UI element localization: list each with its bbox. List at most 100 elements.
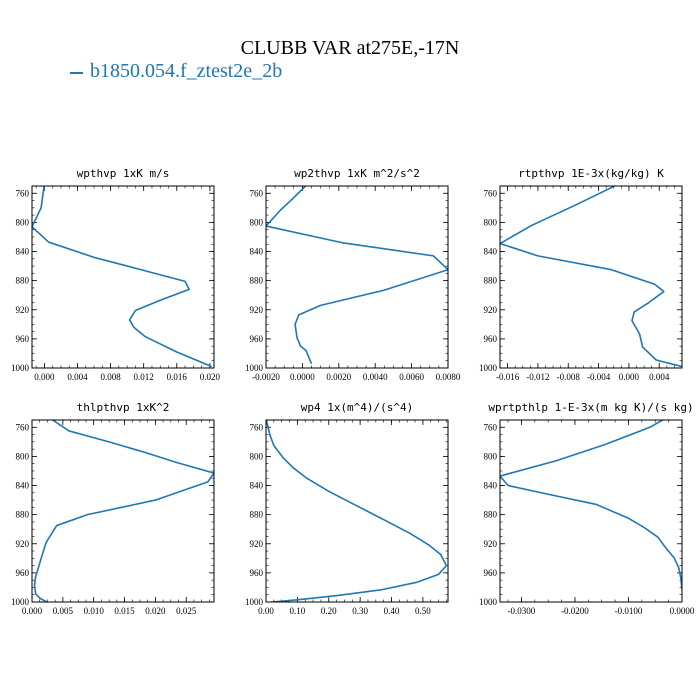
y-tick-label: 960	[250, 568, 264, 578]
x-tick-label: 0.012	[134, 372, 154, 382]
y-tick-label: 800	[16, 217, 30, 227]
x-tick-label: 0.004	[649, 372, 670, 382]
x-tick-label: 0.025	[176, 606, 197, 616]
x-tick-label: 0.020	[200, 372, 221, 382]
y-tick-label: 1000	[245, 363, 264, 373]
panel-title: wp4 1x(m^4)/(s^4)	[301, 401, 414, 414]
x-tick-label: 0.0060	[399, 372, 424, 382]
y-tick-label: 800	[16, 451, 30, 461]
x-tick-label: 0.005	[53, 606, 74, 616]
figure-title: CLUBB VAR at275E,-17N	[240, 37, 460, 59]
x-tick-label: 0.40	[384, 606, 400, 616]
x-tick-label: 0.30	[352, 606, 368, 616]
y-tick-label: 960	[484, 568, 498, 578]
y-tick-label: 840	[484, 247, 498, 257]
x-tick-label: 0.0020	[326, 372, 351, 382]
chart-panel-2: wp2thvp 1xK m^2/s^2 760 800 840 880 920 960 100…	[245, 167, 461, 382]
y-tick-label: 1000	[479, 597, 498, 607]
x-tick-label: -0.0020	[252, 372, 280, 382]
x-tick-label: 0.008	[100, 372, 121, 382]
y-tick-label: 960	[16, 568, 30, 578]
chart-panel-1: wpthvp 1xK m/s 760 800 840 880 920 960 1000 0.00…	[11, 167, 220, 382]
x-tick-label: 0.0080	[436, 372, 461, 382]
legend-label: b1850.054.f_ztest2e_2b	[90, 60, 283, 82]
series-line-1	[32, 186, 212, 368]
x-tick-label: 0.015	[114, 606, 135, 616]
y-tick-label: 960	[16, 334, 30, 344]
y-tick-label: 880	[16, 510, 30, 520]
x-tick-label: 0.50	[415, 606, 431, 616]
x-tick-label: 0.20	[321, 606, 337, 616]
y-tick-label: 840	[16, 481, 30, 491]
y-tick-label: 760	[484, 422, 498, 432]
plot-frame	[31, 419, 215, 603]
y-tick-label: 920	[484, 305, 498, 315]
chart-panel-4: thlpthvp 1xK^276080084088092096010000.00…	[11, 401, 215, 616]
plot-frame	[265, 185, 449, 369]
x-tick-label: 0.020	[145, 606, 166, 616]
x-tick-label: 0.016	[167, 372, 188, 382]
y-tick-label: 760	[16, 188, 30, 198]
y-tick-label: 760	[250, 188, 264, 198]
x-tick-label: -0.016	[496, 372, 520, 382]
series-line-1	[266, 420, 448, 602]
chart-panel-5: wp4 1x(m^4)/(s^4)76080084088092096010000…	[245, 401, 449, 616]
y-tick-label: 920	[484, 539, 498, 549]
y-tick-label: 840	[484, 481, 498, 491]
y-tick-label: 920	[250, 539, 264, 549]
x-tick-label: -0.0100	[615, 606, 643, 616]
y-tick-label: 960	[484, 334, 498, 344]
y-tick-label: 760	[250, 422, 264, 432]
chart-panel-6: wprtpthlp 1-E-3x(m kg K)/(s kg) 760 800 840…	[479, 401, 695, 616]
y-tick-label: 960	[250, 334, 264, 344]
panel-title: thlpthvp 1xK^2	[77, 401, 170, 414]
panel-title: wprtpthlp 1-E-3x(m kg K)/(s kg)	[488, 401, 693, 414]
y-tick-label: 1000	[11, 363, 30, 373]
plot-frame	[499, 185, 683, 369]
series-line-1	[33, 420, 214, 602]
y-tick-label: 880	[16, 276, 30, 286]
y-tick-label: 800	[250, 451, 264, 461]
y-tick-label: 1000	[245, 597, 264, 607]
x-tick-label: 0.0040	[363, 372, 388, 382]
chart-panel-3: rtpthvp 1E-3x(kg/kg) K 760 800 840 880 920 960…	[479, 167, 683, 382]
y-tick-label: 840	[16, 247, 30, 257]
x-tick-label: 0.000	[619, 372, 640, 382]
y-tick-label: 800	[484, 217, 498, 227]
y-tick-label: 920	[250, 305, 264, 315]
y-tick-label: 920	[16, 539, 30, 549]
y-tick-label: 880	[250, 276, 264, 286]
x-tick-label: 0.10	[290, 606, 306, 616]
plot-frame	[31, 185, 215, 369]
legend: b1850.054.f_ztest2e_2b	[70, 60, 282, 83]
y-tick-label: 760	[484, 188, 498, 198]
y-tick-label: 880	[484, 510, 498, 520]
y-tick-label: 1000	[479, 363, 498, 373]
series-line-1	[266, 186, 448, 364]
y-tick-label: 880	[250, 510, 264, 520]
x-tick-label: 0.010	[84, 606, 105, 616]
x-tick-label: 0.000	[22, 606, 43, 616]
series-line-1	[500, 420, 682, 590]
x-tick-label: 0.00	[258, 606, 274, 616]
y-tick-label: 920	[16, 305, 30, 315]
x-tick-label: -0.0300	[508, 606, 536, 616]
series-line-1	[500, 186, 682, 368]
panel-title: wpthvp 1xK m/s	[77, 167, 170, 180]
y-tick-label: 1000	[11, 597, 30, 607]
panel-title: rtpthvp 1E-3x(kg/kg) K	[518, 167, 664, 180]
x-tick-label: 0.0000	[290, 372, 315, 382]
x-tick-label: 0.004	[67, 372, 88, 382]
y-tick-label: 880	[484, 276, 498, 286]
plot-frame	[499, 419, 683, 603]
y-tick-label: 800	[250, 217, 264, 227]
y-tick-label: 760	[16, 422, 30, 432]
x-tick-label: -0.0200	[561, 606, 589, 616]
y-tick-label: 840	[250, 247, 264, 257]
x-tick-label: 0.0000	[670, 606, 695, 616]
plot-frame	[265, 419, 449, 603]
x-tick-label: -0.012	[526, 372, 549, 382]
y-tick-label: 840	[250, 481, 264, 491]
